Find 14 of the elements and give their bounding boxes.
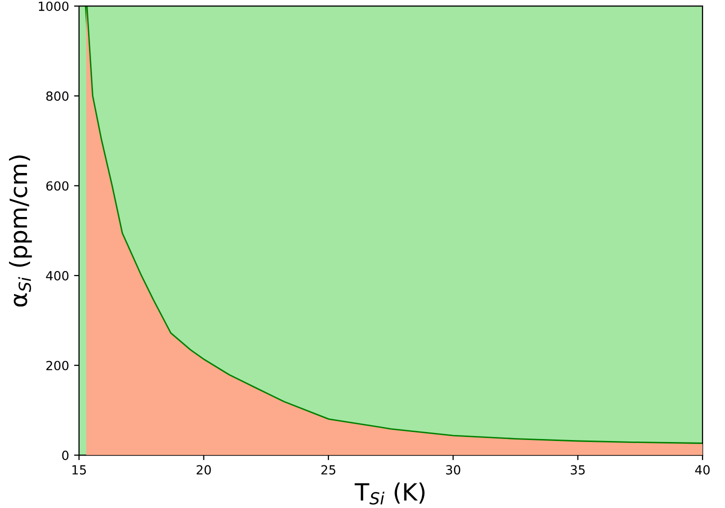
y-tick-label: 1000 — [38, 2, 68, 12]
y-tick-label: 800 — [46, 91, 68, 101]
y-tick-label: 200 — [46, 360, 68, 370]
y-tick-label: 400 — [46, 271, 68, 280]
x-axis-title: T$_{Si}$ (K) — [354, 482, 425, 505]
y-tick-label: 600 — [46, 181, 68, 191]
y-tick-label: 0 — [62, 450, 68, 460]
x-tick-label: 30 — [446, 465, 460, 475]
x-tick-label: 40 — [695, 465, 710, 475]
x-tick-label: 35 — [570, 465, 585, 475]
x-tick-label: 15 — [72, 465, 86, 475]
x-tick-label: 20 — [196, 465, 211, 475]
y-axis-title: α$_{Si}$ (ppm/cm) — [9, 156, 32, 307]
x-tick-label: 25 — [321, 465, 336, 475]
